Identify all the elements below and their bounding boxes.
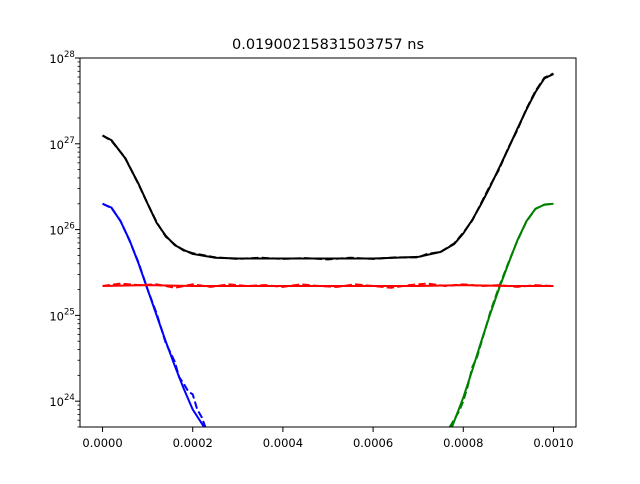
y-tick-label-0: 10 [49,395,64,409]
chart-title: 0.01900215831503757 ns [232,37,424,53]
y-tick-exponent-1: 25 [64,307,75,317]
y-tick-exponent-2: 26 [64,222,75,232]
y-tick-exponent-3: 27 [64,136,75,146]
x-tick-label-5: 0.0010 [533,436,573,450]
series-line-3 [102,202,207,427]
x-tick-label-3: 0.0006 [353,436,393,450]
x-axis: 0.0000 0.0002 0.0004 0.0006 0.0008 0.0010 [82,427,574,450]
series-line-7 [102,282,554,289]
series-line-1 [102,72,554,261]
series-line-2 [102,202,205,427]
series-line-4 [451,202,554,427]
y-tick-label-3: 10 [49,138,64,152]
series-layer [102,72,554,427]
y-tick-exponent-0: 24 [64,393,75,403]
x-tick-label-4: 0.0008 [443,436,483,450]
x-tick-label-1: 0.0002 [173,436,213,450]
x-tick-label-0: 0.0000 [82,436,122,450]
y-tick-label-1: 10 [49,309,64,323]
y-tick-label-2: 10 [49,224,64,238]
series-line-0 [102,73,554,260]
series-line-5 [448,202,554,427]
y-tick-exponent-4: 28 [64,50,75,60]
y-tick-label-4: 10 [49,52,64,66]
plot-frame [79,57,577,428]
x-tick-label-2: 0.0004 [263,436,303,450]
